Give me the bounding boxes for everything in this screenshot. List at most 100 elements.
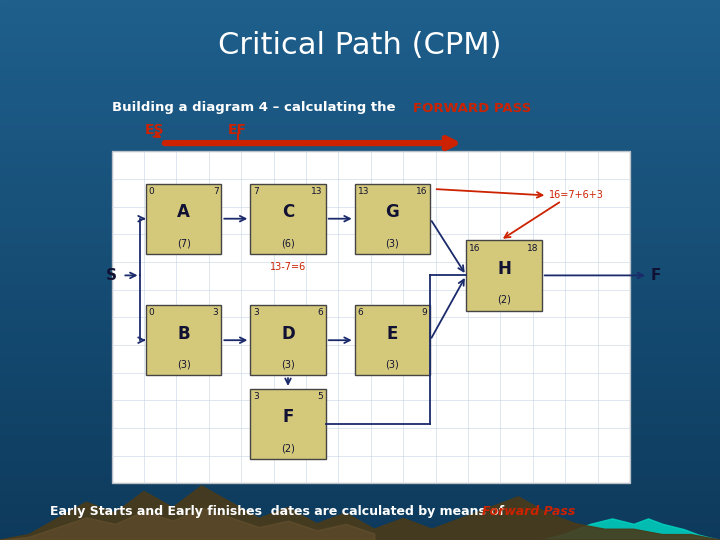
Bar <box>0 470 720 472</box>
Bar <box>0 416 720 418</box>
Bar <box>0 418 720 421</box>
Bar <box>0 176 720 178</box>
Bar <box>0 248 720 251</box>
Bar <box>0 448 720 451</box>
Bar <box>0 165 720 167</box>
Text: (3): (3) <box>176 360 191 369</box>
Bar <box>0 27 720 30</box>
Bar <box>0 122 720 124</box>
Bar <box>0 97 720 100</box>
Bar <box>0 537 720 540</box>
Bar <box>0 346 720 348</box>
Bar <box>0 535 720 537</box>
Bar <box>0 454 720 456</box>
Bar <box>0 270 720 273</box>
Bar <box>0 3 720 5</box>
Bar <box>0 475 720 478</box>
Bar <box>0 313 720 316</box>
Bar <box>0 11 720 14</box>
Text: E: E <box>387 325 398 343</box>
Bar <box>0 224 720 227</box>
Bar <box>0 170 720 173</box>
Text: 18: 18 <box>528 244 539 253</box>
Bar <box>0 429 720 432</box>
Bar <box>0 275 720 278</box>
Bar <box>0 221 720 224</box>
Bar <box>0 35 720 38</box>
Bar <box>0 227 720 229</box>
Bar <box>0 343 720 346</box>
Bar <box>0 230 720 232</box>
Bar <box>0 167 720 170</box>
Text: (2): (2) <box>281 443 295 453</box>
Bar <box>0 294 720 297</box>
Text: 6: 6 <box>318 308 323 318</box>
Bar <box>0 338 720 340</box>
Text: G: G <box>385 203 400 221</box>
Bar <box>0 108 720 111</box>
Bar <box>0 356 720 359</box>
Text: Forward Pass: Forward Pass <box>482 505 576 518</box>
Bar <box>0 491 720 494</box>
Bar <box>0 154 720 157</box>
Bar <box>0 302 720 305</box>
Bar <box>0 400 720 402</box>
Bar <box>0 319 720 321</box>
Bar <box>0 456 720 459</box>
Bar <box>0 68 720 70</box>
Bar <box>0 467 720 470</box>
Bar <box>0 59 720 62</box>
Bar <box>0 181 720 184</box>
Bar <box>0 132 720 135</box>
Bar <box>0 510 720 513</box>
Bar <box>0 130 720 132</box>
Bar <box>0 446 720 448</box>
Bar <box>0 410 720 413</box>
Bar <box>0 189 720 192</box>
Bar <box>0 378 720 381</box>
Bar <box>0 300 720 302</box>
Bar <box>0 200 720 202</box>
Bar <box>0 389 720 392</box>
Bar <box>0 462 720 464</box>
Bar <box>0 481 720 483</box>
Bar <box>0 70 720 73</box>
Text: 13: 13 <box>312 187 323 196</box>
Bar <box>0 443 720 445</box>
Text: ES: ES <box>145 123 165 137</box>
Bar <box>0 14 720 16</box>
Bar <box>0 43 720 46</box>
Bar <box>0 186 720 189</box>
Bar <box>0 184 720 186</box>
Bar <box>0 162 720 165</box>
Bar <box>0 19 720 22</box>
Bar <box>0 262 720 265</box>
Text: 3: 3 <box>253 308 258 318</box>
Bar <box>0 500 720 502</box>
Bar <box>0 459 720 462</box>
Bar <box>0 30 720 32</box>
Bar <box>0 367 720 370</box>
Bar <box>0 202 720 205</box>
Bar <box>251 184 325 254</box>
Bar <box>0 497 720 500</box>
Bar <box>0 219 720 221</box>
Bar <box>0 146 720 148</box>
Text: 16: 16 <box>469 244 480 253</box>
Bar <box>0 178 720 181</box>
Bar <box>0 321 720 324</box>
Bar <box>0 359 720 362</box>
Bar <box>0 62 720 65</box>
Text: 7: 7 <box>213 187 219 196</box>
Bar <box>0 362 720 364</box>
Bar <box>0 140 720 143</box>
Bar <box>0 405 720 408</box>
Bar <box>0 111 720 113</box>
Bar <box>0 284 720 286</box>
Bar <box>0 192 720 194</box>
Bar <box>0 54 720 57</box>
Bar <box>0 100 720 103</box>
Text: C: C <box>282 203 294 221</box>
Bar <box>251 305 325 375</box>
Bar <box>0 316 720 319</box>
